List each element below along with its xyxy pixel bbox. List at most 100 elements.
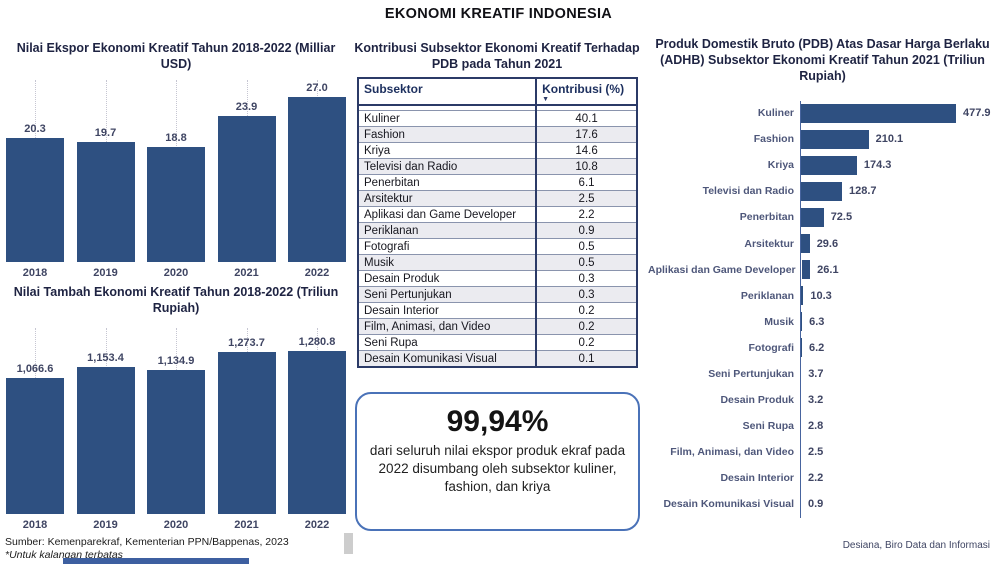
pdb-bar-wrap: 2.2 (800, 465, 997, 491)
pdb-category-label: Seni Pertunjukan (708, 367, 794, 380)
pdb-bar[interactable] (800, 103, 956, 123)
pdb-bar[interactable] (800, 338, 802, 358)
export-chart: 20.3 2018 19.7 2019 18.8 2020 23.9 2021 27.0 2022 (6, 78, 346, 282)
table-row[interactable]: Arsitektur 2.5 (358, 190, 637, 207)
pdb-row: Desain Komunikasi Visual 0.9 (648, 491, 997, 517)
pdb-bar[interactable] (800, 234, 810, 254)
pdb-bar[interactable] (800, 286, 804, 306)
bar-slot-2019: 1,153.4 2019 (76, 326, 135, 534)
pdb-category-label: Seni Rupa (742, 420, 794, 433)
pdb-bar-wrap: 0.9 (800, 491, 997, 517)
pdb-category-label: Film, Animasi, dan Video (670, 446, 794, 459)
table-row[interactable]: Seni Pertunjukan 0.3 (358, 286, 637, 303)
column-header-subsektor[interactable]: Subsektor (358, 78, 537, 106)
pdb-bar-wrap: 3.2 (800, 387, 997, 413)
table-row[interactable]: Kriya 14.6 (358, 142, 637, 159)
cell-kontribusi: 0.5 (535, 238, 637, 255)
bar-2020[interactable] (147, 147, 205, 262)
pdb-bar[interactable] (800, 155, 857, 175)
cell-kontribusi: 2.2 (535, 206, 637, 223)
pdb-bar-wrap: 10.3 (800, 283, 997, 309)
pdb-value-label: 128.7 (849, 185, 877, 198)
bar-2018[interactable] (6, 378, 64, 514)
cell-subsektor: Musik (358, 254, 537, 271)
cell-subsektor: Desain Produk (358, 270, 537, 287)
pdb-bar-wrap: 6.2 (800, 335, 997, 361)
bar-2021[interactable] (217, 351, 276, 514)
pdb-category-label: Aplikasi dan Game Developer (648, 263, 796, 276)
contribution-table-wrap: Subsektor Kontribusi (%) ▼ Kuliner 40.1 Fashi… (357, 77, 638, 368)
pdb-chart-axis-line (800, 101, 801, 518)
pdb-bar[interactable] (800, 129, 869, 149)
cell-kontribusi: 6.1 (535, 174, 637, 191)
pdb-category-label: Periklanan (740, 289, 794, 302)
pdb-category-label: Desain Komunikasi Visual (663, 498, 794, 511)
bar-slot-2021: 23.9 2021 (217, 78, 276, 282)
bar-2020[interactable] (147, 369, 205, 514)
bar-2022[interactable] (288, 351, 346, 514)
pdb-row: Desain Produk 3.2 (648, 387, 997, 413)
cell-subsektor: Kuliner (358, 110, 537, 127)
axis-label-2020: 2020 (163, 267, 189, 279)
table-row[interactable]: Aplikasi dan Game Developer 2.2 (358, 206, 637, 223)
vertical-scrollbar-thumb[interactable] (344, 533, 353, 554)
pdb-category-label: Kuliner (757, 107, 794, 120)
axis-label-2022: 2022 (304, 519, 330, 531)
pdb-bar[interactable] (800, 181, 842, 201)
pdb-bar[interactable] (800, 312, 803, 332)
table-row[interactable]: Fashion 17.6 (358, 126, 637, 143)
bar-slot-2018: 1,066.6 2018 (6, 326, 64, 534)
pdb-value-label: 2.5 (808, 446, 824, 459)
cell-subsektor: Fashion (358, 126, 537, 143)
highlight-callout: 99,94% dari seluruh nilai ekspor produk … (355, 392, 640, 531)
table-header-row: Subsektor Kontribusi (%) ▼ (358, 78, 637, 106)
bar-2022[interactable] (288, 97, 346, 262)
horizontal-scrollbar-thumb[interactable] (63, 558, 249, 564)
pdb-row: Arsitektur 29.6 (648, 230, 997, 256)
pdb-value-label: 26.1 (817, 263, 839, 276)
column-header-kontribusi[interactable]: Kontribusi (%) ▼ (535, 78, 637, 106)
cell-subsektor: Televisi dan Radio (358, 158, 537, 175)
pdb-value-label: 174.3 (863, 159, 892, 172)
cell-subsektor: Periklanan (358, 222, 537, 239)
axis-label-2019: 2019 (93, 267, 118, 279)
pdb-bar[interactable] (800, 207, 824, 227)
cell-subsektor: Film, Animasi, dan Video (358, 318, 537, 335)
pdb-value-label: 210.1 (875, 133, 904, 146)
table-row[interactable]: Desain Interior 0.2 (358, 302, 637, 319)
bar-2019[interactable] (76, 141, 135, 262)
table-header: Subsektor Kontribusi (%) ▼ (358, 78, 637, 106)
table-row[interactable]: Kuliner 40.1 (358, 110, 637, 127)
pdb-value-label: 6.3 (809, 315, 825, 328)
cell-kontribusi: 0.3 (535, 270, 637, 287)
bar-2018[interactable] (6, 138, 64, 262)
contribution-table: Subsektor Kontribusi (%) ▼ Kuliner 40.1 Fashi… (357, 77, 638, 368)
sort-descending-icon[interactable]: ▼ (542, 96, 550, 103)
bar-value-label: 18.8 (165, 132, 187, 145)
pdb-category-label: Penerbitan (739, 211, 794, 224)
bar-value-label: 20.3 (24, 123, 46, 136)
bar-slot-2020: 18.8 2020 (147, 78, 205, 282)
pdb-row: Desain Interior 2.2 (648, 465, 997, 491)
table-row[interactable]: Desain Komunikasi Visual 0.1 (358, 350, 637, 367)
cell-kontribusi: 0.2 (535, 302, 637, 319)
author-credit: Desiana, Biro Data dan Informasi (842, 540, 990, 551)
bar-2019[interactable] (76, 367, 135, 514)
pdb-value-label: 2.8 (808, 420, 824, 433)
table-row[interactable]: Desain Produk 0.3 (358, 270, 637, 287)
bar-value-label: 1,280.8 (298, 336, 336, 348)
pdb-value-label: 10.3 (810, 289, 832, 302)
cell-kontribusi: 0.2 (535, 318, 637, 335)
table-row[interactable]: Televisi dan Radio 10.8 (358, 158, 637, 175)
cell-subsektor: Desain Komunikasi Visual (358, 350, 537, 367)
table-row[interactable]: Musik 0.5 (358, 254, 637, 271)
table-row[interactable]: Seni Rupa 0.2 (358, 334, 637, 351)
pdb-bar[interactable] (801, 260, 811, 280)
bar-2021[interactable] (217, 116, 276, 262)
table-row[interactable]: Penerbitan 6.1 (358, 174, 637, 191)
table-row[interactable]: Fotografi 0.5 (358, 238, 637, 255)
table-row[interactable]: Periklanan 0.9 (358, 222, 637, 239)
table-row[interactable]: Film, Animasi, dan Video 0.2 (358, 318, 637, 335)
bar-value-label: 23.9 (235, 101, 258, 114)
pdb-bar-wrap: 3.7 (800, 361, 997, 387)
